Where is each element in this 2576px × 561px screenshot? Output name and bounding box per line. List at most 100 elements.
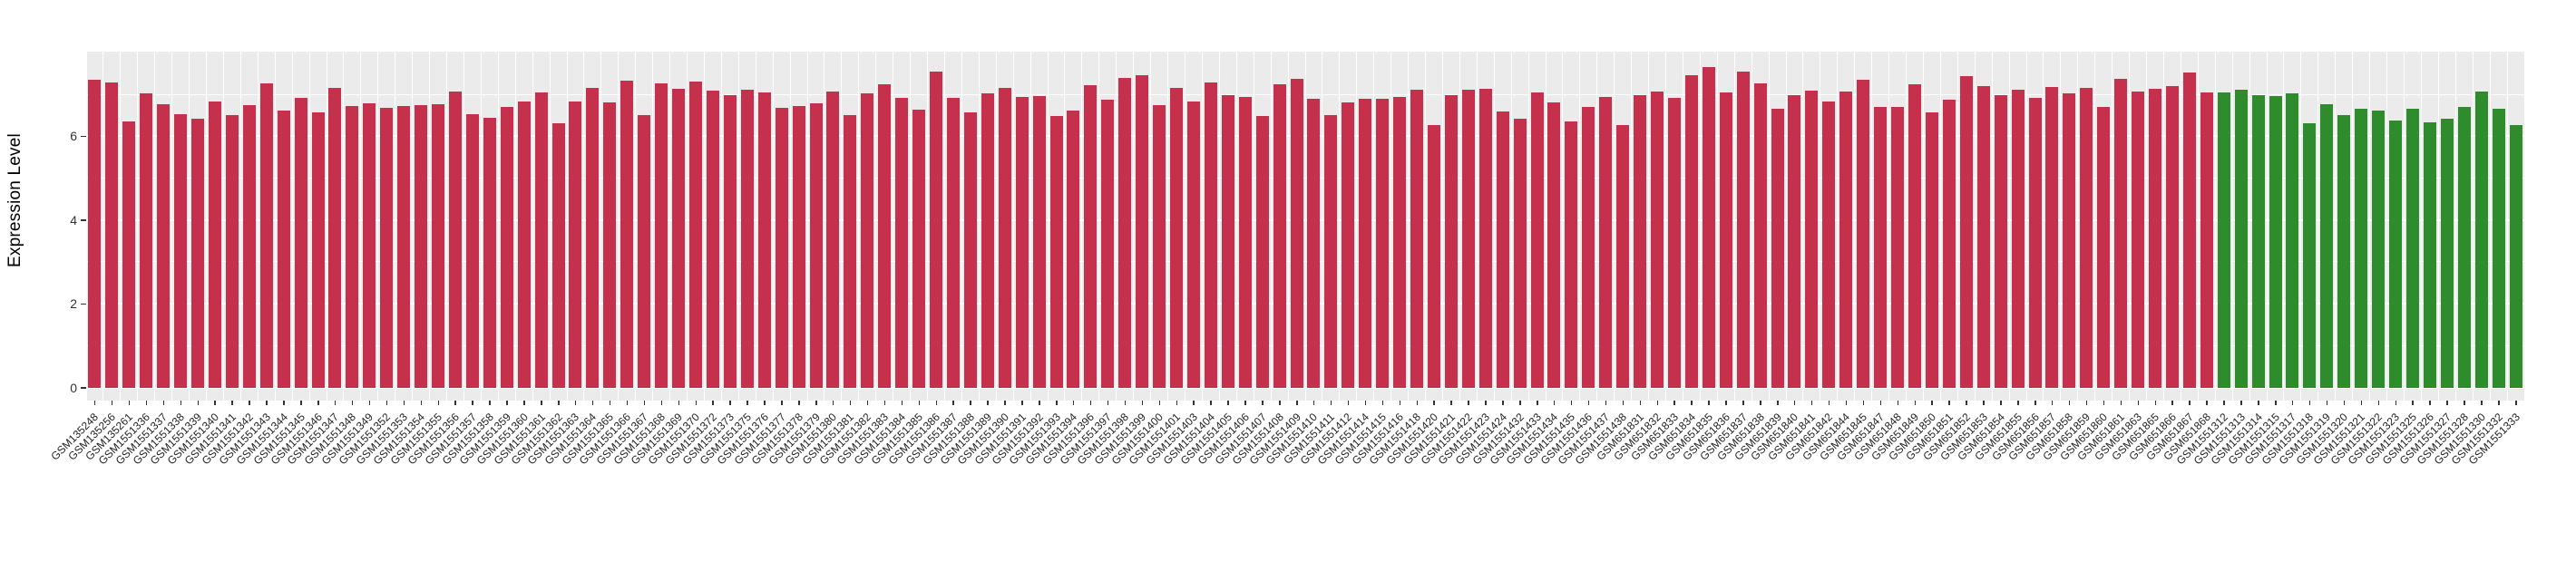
bar bbox=[1324, 115, 1338, 388]
gridline-vertical bbox=[927, 52, 929, 401]
x-tick-mark bbox=[2154, 401, 2156, 405]
bar bbox=[1067, 110, 1080, 388]
bar bbox=[174, 113, 188, 388]
x-tick-mark bbox=[712, 401, 714, 405]
x-tick-mark bbox=[935, 401, 937, 405]
gridline-vertical bbox=[412, 52, 414, 401]
gridline-vertical bbox=[377, 52, 379, 401]
bar bbox=[2114, 79, 2128, 388]
bar bbox=[157, 104, 171, 388]
gridline-vertical bbox=[206, 52, 207, 401]
bar bbox=[1530, 92, 1544, 388]
x-tick-mark bbox=[1760, 401, 1761, 405]
gridline-vertical bbox=[2300, 52, 2302, 401]
x-tick-mark bbox=[1072, 401, 1075, 405]
x-tick-mark bbox=[2258, 401, 2259, 405]
x-tick-mark bbox=[729, 401, 731, 405]
bar bbox=[277, 111, 290, 388]
x-tick-mark bbox=[660, 401, 663, 405]
y-axis-title: Expression Level bbox=[2, 0, 29, 401]
gridline-vertical bbox=[463, 52, 464, 401]
x-tick-mark bbox=[1537, 401, 1538, 405]
bar bbox=[1427, 124, 1440, 388]
bar bbox=[1118, 78, 1132, 388]
x-tick-mark bbox=[1399, 401, 1401, 405]
gridline-vertical bbox=[1459, 52, 1460, 401]
bar bbox=[1599, 96, 1613, 388]
bar bbox=[792, 105, 805, 388]
bar bbox=[1651, 91, 1664, 388]
bar bbox=[1376, 98, 1390, 388]
y-tick-mark bbox=[81, 135, 86, 138]
gridline-vertical bbox=[222, 52, 224, 401]
bar bbox=[1822, 101, 1836, 388]
x-tick-mark bbox=[2240, 401, 2242, 405]
bar bbox=[1101, 100, 1115, 388]
bar bbox=[1719, 92, 1732, 388]
bar bbox=[1994, 94, 2007, 388]
bar bbox=[1874, 106, 1888, 388]
bar bbox=[981, 92, 994, 388]
gridline-vertical bbox=[2146, 52, 2148, 401]
bar bbox=[2355, 108, 2368, 388]
bar bbox=[1753, 83, 1767, 388]
gridline-vertical bbox=[2249, 52, 2250, 401]
bar bbox=[2132, 91, 2145, 388]
gridline-vertical bbox=[1425, 52, 1426, 401]
gridline-vertical bbox=[171, 52, 173, 401]
x-tick-mark bbox=[2137, 401, 2140, 405]
x-tick-mark bbox=[1468, 401, 1469, 405]
gridline-vertical bbox=[858, 52, 860, 401]
gridline-vertical bbox=[1648, 52, 1650, 401]
bar bbox=[2182, 73, 2196, 388]
bar bbox=[1307, 99, 1321, 388]
bar bbox=[1221, 95, 1234, 388]
bar bbox=[380, 107, 394, 388]
bar bbox=[1255, 115, 1269, 388]
gridline-vertical bbox=[1665, 52, 1667, 401]
bar bbox=[1839, 91, 1853, 388]
bar bbox=[2011, 89, 2025, 388]
y-axis-title-text: Expression Level bbox=[5, 133, 25, 267]
bar bbox=[2405, 109, 2419, 388]
bar bbox=[448, 91, 462, 388]
gridline-vertical bbox=[1493, 52, 1495, 401]
gridline-vertical bbox=[1579, 52, 1581, 401]
x-tick-mark bbox=[1519, 401, 1521, 405]
bar bbox=[465, 113, 479, 388]
bar bbox=[2063, 92, 2076, 388]
gridline-vertical bbox=[1614, 52, 1615, 401]
bar bbox=[2423, 121, 2436, 388]
gridline-vertical bbox=[2231, 52, 2233, 401]
x-tick-mark bbox=[2429, 401, 2431, 405]
bar bbox=[740, 89, 754, 388]
bar bbox=[397, 105, 411, 388]
x-tick-mark bbox=[1622, 401, 1625, 405]
x-tick-mark bbox=[420, 401, 423, 405]
bar bbox=[500, 106, 513, 388]
x-tick-mark bbox=[1691, 401, 1693, 405]
x-tick-mark bbox=[2085, 401, 2088, 405]
bar bbox=[2286, 92, 2299, 388]
bar bbox=[1015, 96, 1029, 388]
bar bbox=[1771, 109, 1784, 388]
x-tick-mark bbox=[2308, 401, 2311, 405]
x-tick-mark bbox=[2481, 401, 2483, 405]
x-tick-mark bbox=[128, 401, 131, 405]
bar bbox=[1238, 96, 1252, 388]
x-tick-mark bbox=[506, 401, 508, 405]
gridline-vertical bbox=[2283, 52, 2285, 401]
x-tick-mark bbox=[574, 401, 577, 405]
x-tick-mark bbox=[746, 401, 748, 405]
gridline-vertical bbox=[618, 52, 620, 401]
bar bbox=[963, 112, 977, 388]
bar bbox=[1788, 94, 1801, 388]
gridline-vertical bbox=[239, 52, 241, 401]
x-tick-mark bbox=[558, 401, 560, 405]
bar bbox=[1702, 67, 1715, 388]
x-tick-mark bbox=[695, 401, 697, 405]
gridline-vertical bbox=[1287, 52, 1289, 401]
bar bbox=[912, 110, 926, 388]
plot-panel bbox=[85, 52, 2525, 401]
x-tick-mark bbox=[2171, 401, 2173, 405]
